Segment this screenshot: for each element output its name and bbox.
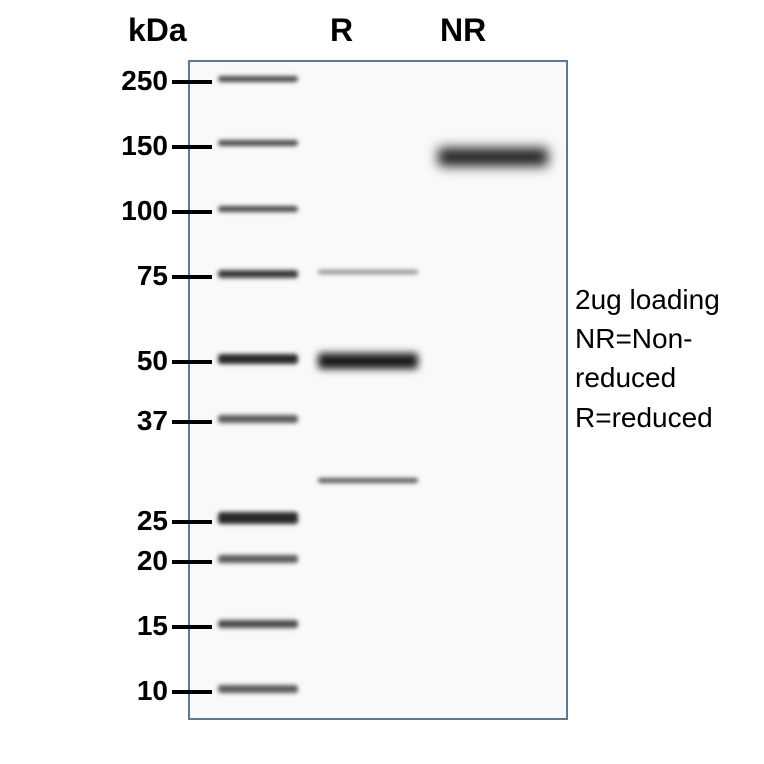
mw-tick-label-37: 37: [137, 405, 168, 437]
band-reduced-1: [318, 353, 418, 369]
mw-tick-mark-15: [172, 625, 212, 629]
mw-tick-mark-100: [172, 210, 212, 214]
mw-tick-mark-50: [172, 360, 212, 364]
band-ladder-0: [218, 76, 298, 82]
mw-tick-label-15: 15: [137, 610, 168, 642]
mw-tick-label-25: 25: [137, 505, 168, 537]
column-header-r: R: [330, 12, 353, 49]
band-ladder-1: [218, 140, 298, 146]
mw-tick-label-10: 10: [137, 675, 168, 707]
mw-tick-mark-150: [172, 145, 212, 149]
mw-tick-mark-10: [172, 690, 212, 694]
legend-line-0: 2ug loading: [575, 280, 720, 319]
mw-tick-mark-20: [172, 560, 212, 564]
column-header-nr: NR: [440, 12, 486, 49]
band-non-reduced-0: [438, 148, 548, 166]
band-reduced-0: [318, 270, 418, 274]
band-ladder-4: [218, 354, 298, 364]
band-ladder-2: [218, 206, 298, 212]
mw-tick-mark-37: [172, 420, 212, 424]
mw-tick-mark-250: [172, 80, 212, 84]
legend-line-1: NR=Non-: [575, 319, 720, 358]
mw-tick-mark-75: [172, 275, 212, 279]
mw-tick-label-20: 20: [137, 545, 168, 577]
mw-tick-label-100: 100: [121, 195, 168, 227]
band-ladder-5: [218, 415, 298, 423]
band-reduced-2: [318, 478, 418, 483]
band-ladder-6: [218, 512, 298, 524]
legend-text: 2ug loadingNR=Non-reducedR=reduced: [575, 280, 720, 437]
band-ladder-8: [218, 620, 298, 628]
band-ladder-9: [218, 685, 298, 693]
legend-line-2: reduced: [575, 358, 720, 397]
mw-tick-label-150: 150: [121, 130, 168, 162]
band-ladder-7: [218, 555, 298, 563]
y-axis-unit-label: kDa: [128, 12, 187, 49]
mw-tick-label-250: 250: [121, 65, 168, 97]
mw-tick-mark-25: [172, 520, 212, 524]
legend-line-3: R=reduced: [575, 398, 720, 437]
mw-tick-label-50: 50: [137, 345, 168, 377]
band-ladder-3: [218, 270, 298, 278]
mw-tick-label-75: 75: [137, 260, 168, 292]
